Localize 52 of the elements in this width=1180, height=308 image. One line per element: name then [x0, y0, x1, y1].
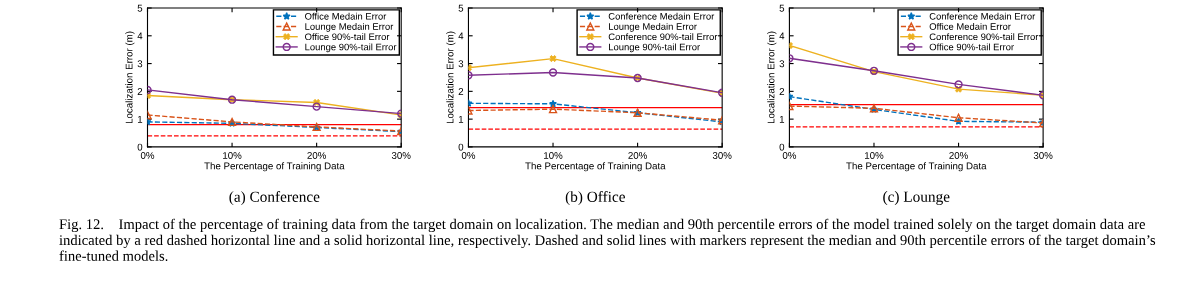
- x-axis-title: The Percentage of Training Data: [525, 162, 666, 172]
- y-axis-title: Localization Error (m): [767, 31, 777, 124]
- y-tick-label: 1: [137, 115, 143, 123]
- legend-label: Conference 90%-tail Error: [929, 33, 1039, 41]
- x-tick-label: 30%: [712, 152, 732, 159]
- legend-label: Office 90%-tail Error: [305, 33, 390, 41]
- y-tick-label: 2: [779, 88, 785, 95]
- y-tick-label: 4: [137, 32, 143, 40]
- y-tick-label: 0: [137, 143, 143, 151]
- y-axis-title: Localization Error (m): [446, 31, 456, 124]
- legend-label: Conference Medain Error: [929, 12, 1036, 20]
- y-tick-label: 2: [458, 88, 464, 95]
- legend-label: Conference Medain Error: [608, 12, 715, 20]
- x-axis-title: The Percentage of Training Data: [846, 162, 987, 172]
- x-tick-label: 30%: [1033, 152, 1053, 159]
- x-tick-label: 0%: [140, 152, 155, 159]
- y-tick-label: 3: [458, 60, 464, 68]
- text: (a) Conference: [229, 191, 320, 206]
- x-tick-label: 20%: [949, 152, 968, 159]
- legend-label: Lounge Medain Error: [609, 22, 697, 32]
- y-tick-label: 5: [458, 4, 464, 12]
- legend-label: Office Medain Error: [305, 12, 387, 20]
- y-tick-label: 4: [779, 32, 785, 40]
- x-tick-label: 0%: [782, 152, 797, 159]
- y-tick-label: 5: [137, 4, 143, 12]
- x-axis-title: The Percentage of Training Data: [204, 162, 345, 172]
- y-tick-label: 5: [779, 4, 785, 12]
- caption: Fig. 12. Impact of the percentage of training data from the target domain on localization. The median and 90th percentile errors of the model trained solely on the target domain data are indicated by a red dashed horizontal line and a solid horizontal line, respectively. Dashed and solid lines with markers represent the median and 90th percentile errors of the target domain’s fine-tuned models.: [59, 218, 1156, 261]
- legend-label: Lounge Medain Error: [305, 22, 394, 32]
- legend-label: Lounge 90%-tail Error: [609, 43, 700, 53]
- legend-label: Lounge 90%-tail Error: [305, 43, 397, 53]
- x-tick-label: 20%: [307, 152, 327, 159]
- y-tick-label: 1: [779, 115, 785, 123]
- x-tick-label: 10%: [223, 152, 242, 159]
- y-tick-label: 0: [779, 143, 785, 151]
- x-tick-label: 0%: [461, 152, 476, 159]
- x-tick-label: 30%: [391, 152, 411, 159]
- text: (b) Office: [565, 191, 625, 206]
- y-axis-title: Localization Error (m): [125, 31, 135, 124]
- y-tick-label: 3: [137, 60, 143, 68]
- legend-label: Office Medain Error: [929, 22, 1011, 30]
- legend-label: Office 90%-tail Error: [929, 43, 1014, 51]
- y-tick-label: 2: [137, 88, 143, 95]
- y-tick-label: 1: [458, 115, 464, 123]
- x-tick-label: 10%: [544, 152, 563, 159]
- x-tick-label: 10%: [865, 152, 884, 159]
- y-tick-label: 3: [779, 60, 785, 68]
- y-tick-label: 0: [458, 143, 464, 151]
- text: (c) Lounge: [883, 191, 950, 205]
- y-tick-label: 4: [458, 32, 464, 40]
- legend-label: Conference 90%-tail Error: [608, 33, 718, 41]
- x-tick-label: 20%: [628, 152, 647, 159]
